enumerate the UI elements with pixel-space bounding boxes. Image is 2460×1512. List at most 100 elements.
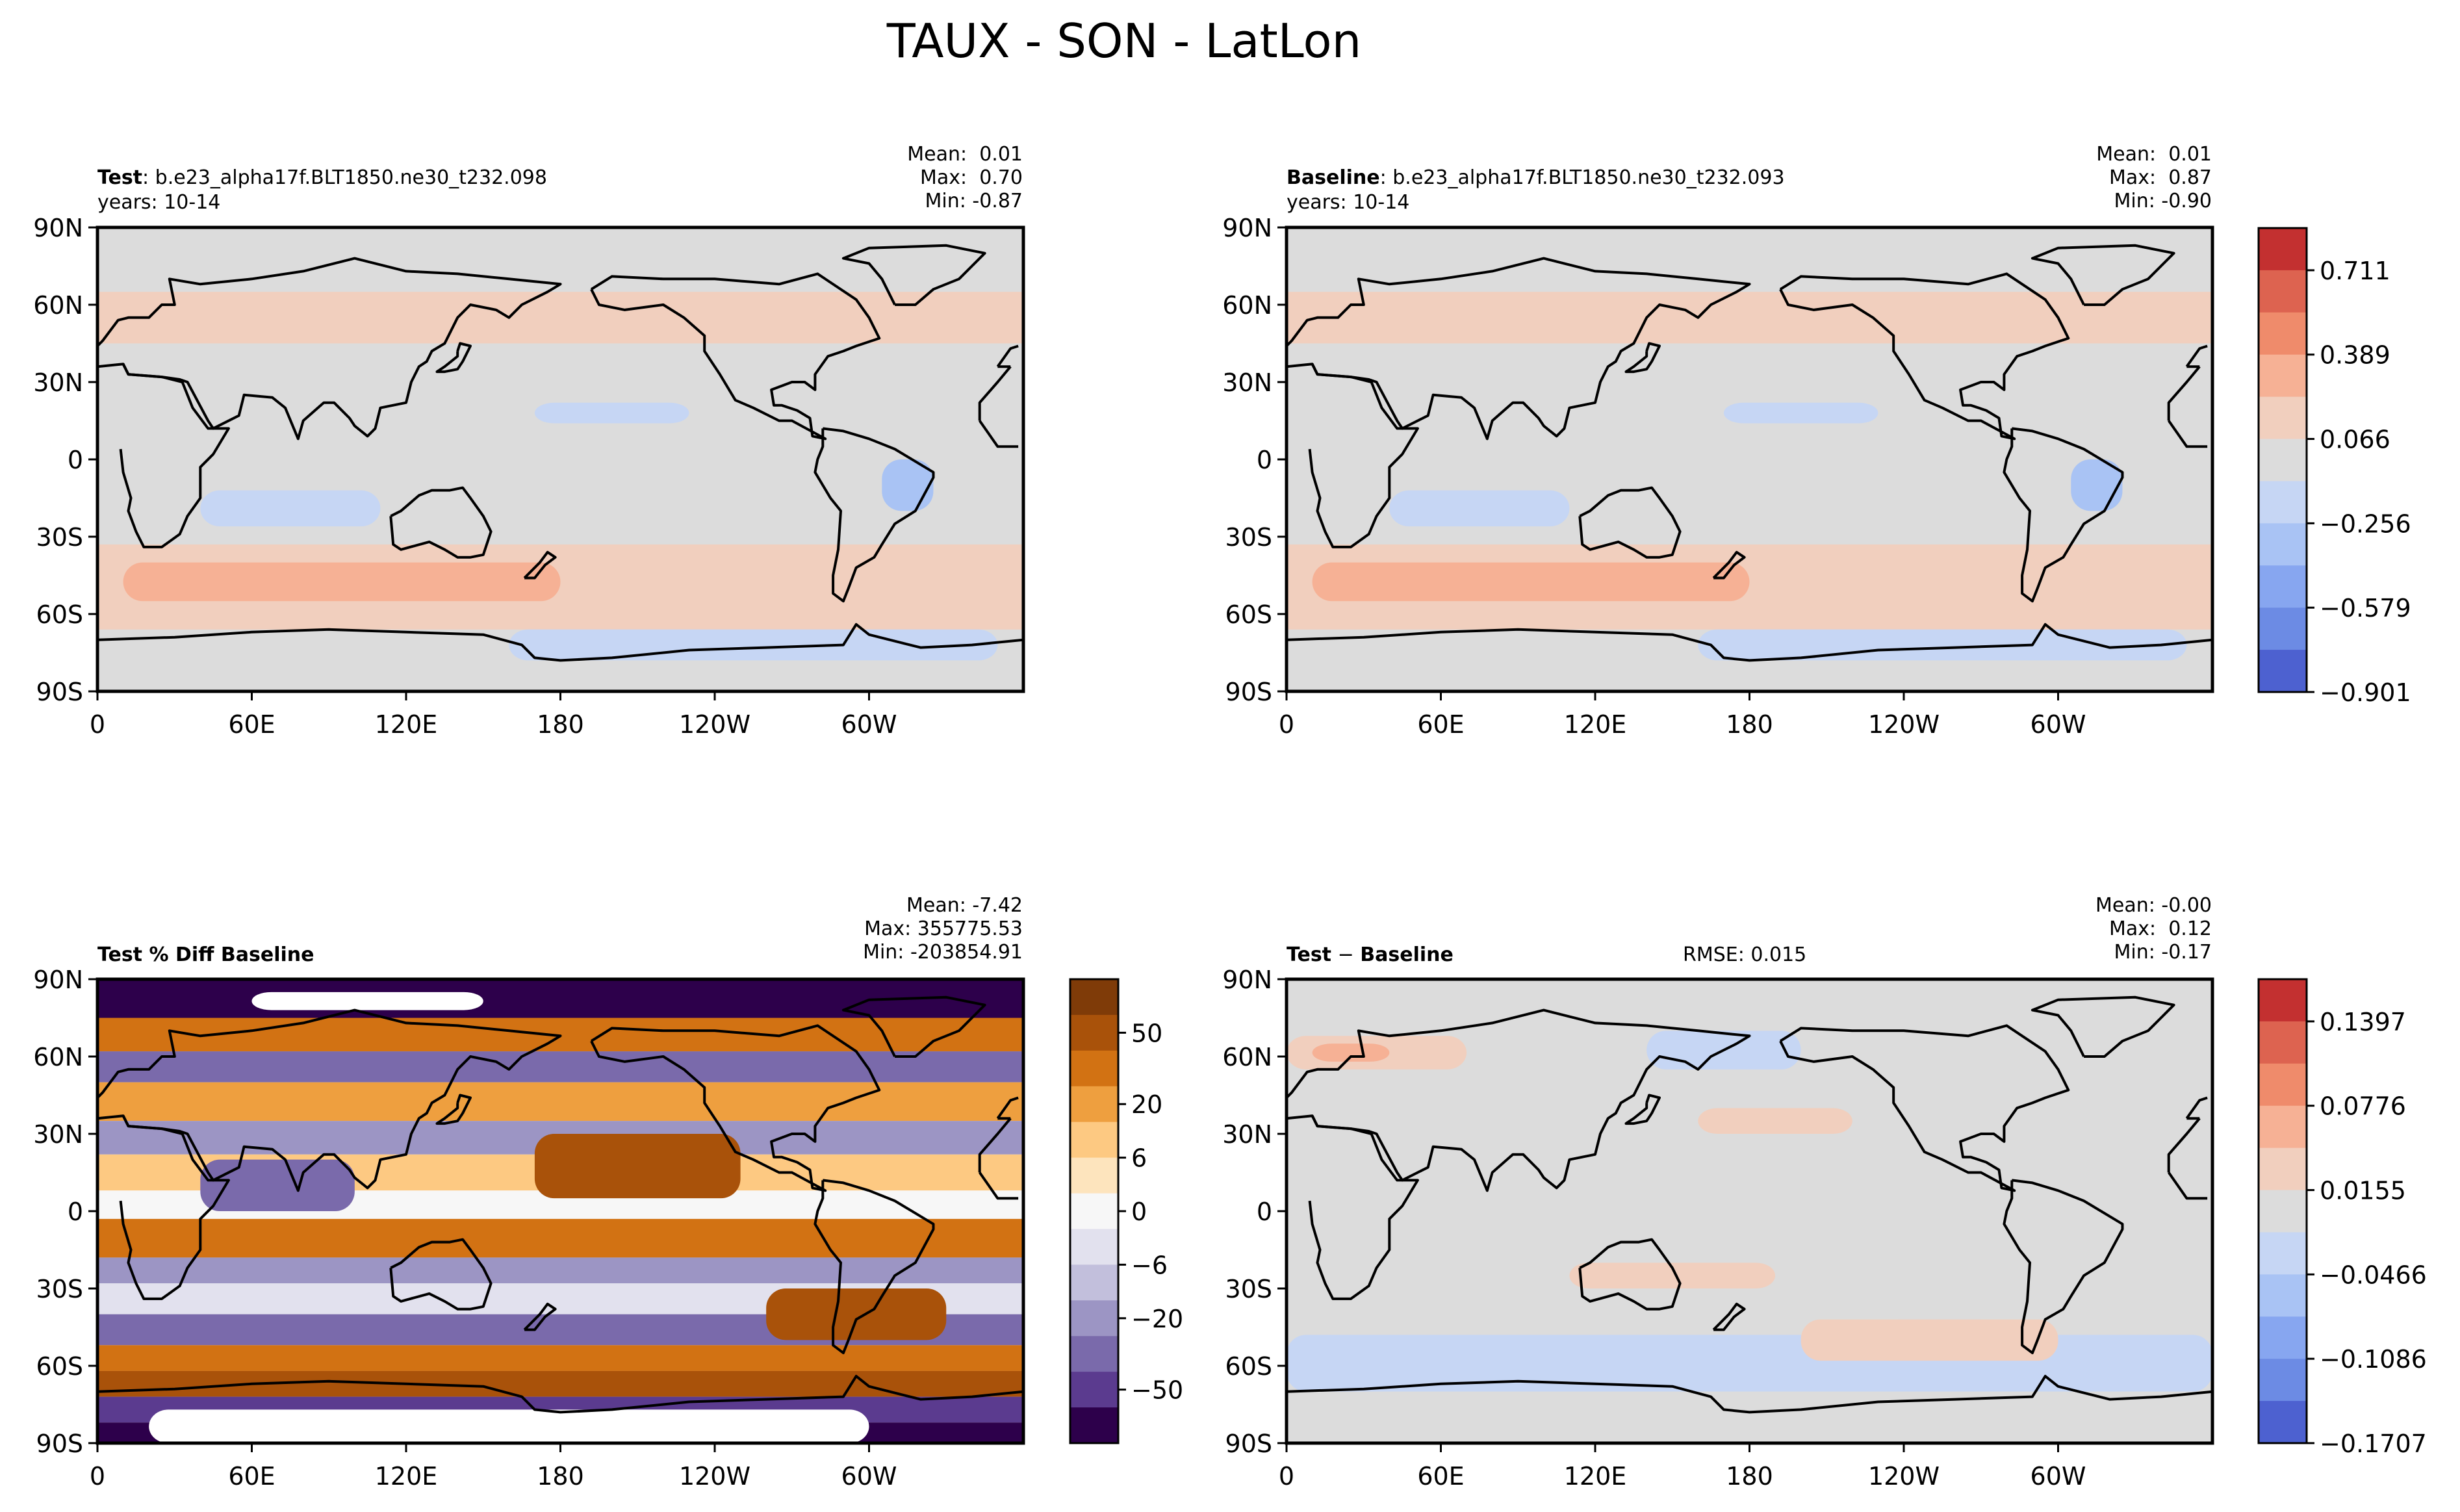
diff-coastline xyxy=(1779,1024,2070,1192)
pctdiff-coastline xyxy=(978,1117,1012,1173)
diff-coastline xyxy=(2003,1179,2124,1355)
test-field-band xyxy=(534,402,689,424)
main-colorbar-swatch xyxy=(2259,608,2307,650)
pct-colorbar: 50 20 6 0 −6 −20 −50 xyxy=(1069,978,1183,1444)
main-colorbar-swatch xyxy=(2259,228,2307,271)
diff-coastline xyxy=(2185,1096,2208,1120)
baseline-coastline xyxy=(1779,272,2070,441)
diff-colorbar-tick-label: 0.0776 xyxy=(2320,1092,2406,1121)
baseline-field-band xyxy=(1698,629,2187,661)
baseline-lat-tick-label: 0 xyxy=(1257,446,1272,474)
pctdiff-coastline xyxy=(119,1115,230,1300)
baseline-lat-tick-label: 90N xyxy=(1222,214,1272,242)
pct-colorbar-tick-label: 0 xyxy=(1131,1198,1147,1226)
pctdiff-lat-tick-label: 90S xyxy=(36,1429,83,1458)
diff-title-sep: − xyxy=(1331,943,1361,966)
baseline-title-bold: Baseline xyxy=(1287,166,1380,189)
pct-colorbar-swatch xyxy=(1070,1014,1118,1051)
baseline-map-content xyxy=(1287,227,2212,691)
diff-colorbar-swatch xyxy=(2259,1190,2307,1233)
test-lat-tick-label: 0 xyxy=(68,446,83,474)
pctdiff-lon-tick-label: 0 xyxy=(90,1462,105,1491)
baseline-coastline xyxy=(2003,427,2124,603)
diff-lon-tick-label: 0 xyxy=(1279,1462,1294,1491)
diff-colorbar-swatch xyxy=(2259,1359,2307,1402)
test-coastline xyxy=(389,486,493,559)
pctdiff-lat-tick-label: 60N xyxy=(33,1043,83,1071)
baseline-stats: Mean: 0.01 Max: 0.87 Min: -0.90 xyxy=(2096,143,2212,213)
baseline-field-band xyxy=(1312,562,1750,602)
baseline-lon-tick-label: 60E xyxy=(1417,710,1464,739)
main-colorbar-swatch xyxy=(2259,396,2307,440)
pct-colorbar-tick-label: −50 xyxy=(1131,1376,1183,1405)
figure-title: TAUX - SON - LatLon xyxy=(886,14,1362,68)
test-field-band xyxy=(123,562,561,602)
diff-colorbar-tick-label: 0.0155 xyxy=(2320,1177,2406,1205)
test-lon-tick-label: 0 xyxy=(90,710,105,739)
baseline-coastline xyxy=(2031,244,2175,306)
test-coastline xyxy=(814,427,935,603)
pct-colorbar-swatch xyxy=(1070,1336,1118,1372)
test-coastline xyxy=(435,342,472,374)
diff-stat-min: Min: -0.17 xyxy=(2114,941,2212,964)
main-colorbar-tick-label: −0.579 xyxy=(2320,594,2411,622)
test-lat-tick-label: 30S xyxy=(36,523,83,552)
diff-field-band xyxy=(1698,1108,1852,1134)
diff-colorbar-tick-label: 0.1397 xyxy=(2320,1008,2406,1036)
baseline-stat-min: Min: -0.90 xyxy=(2114,190,2212,212)
main-colorbar-swatch xyxy=(2259,312,2307,355)
diff-lat-tick-label: 90N xyxy=(1222,966,1272,994)
pctdiff-field-band xyxy=(534,1134,741,1199)
test-coastline xyxy=(97,257,562,441)
baseline-coastline xyxy=(1624,342,1661,374)
pctdiff-title-bold: Test % Diff Baseline xyxy=(97,943,314,966)
baseline-field-band xyxy=(1287,292,2212,344)
diff-colorbar-swatch xyxy=(2259,1401,2307,1444)
main-colorbar-tick-label: 0.066 xyxy=(2320,426,2390,454)
test-field-band xyxy=(509,629,998,661)
baseline-lon-tick-label: 60W xyxy=(2031,710,2086,739)
main-colorbar-tick-label: 0.389 xyxy=(2320,341,2390,370)
baseline-coastline xyxy=(1578,486,1682,559)
test-lon-tick-label: 60W xyxy=(841,710,897,739)
pctdiff-map: 0 60E 120E 180 120W 60W 90N 60N 30N 0 30S 60S 90S xyxy=(33,966,1025,1491)
diff-lat-tick-label: 90S xyxy=(1225,1429,1272,1458)
diff-colorbar-tick-label: −0.1707 xyxy=(2320,1429,2427,1458)
pctdiff-lat-tick-label: 30N xyxy=(33,1120,83,1149)
baseline-stat-mean: Mean: 0.01 xyxy=(2096,143,2212,166)
diff-colorbar-tick-label: −0.0466 xyxy=(2320,1261,2427,1289)
baseline-lon-tick-label: 120E xyxy=(1564,710,1627,739)
test-coastline xyxy=(590,272,881,441)
baseline-field-band xyxy=(1723,402,1878,424)
diff-field-band xyxy=(1312,1044,1390,1062)
diff-title: Test − Baseline xyxy=(1287,943,1454,967)
baseline-coastline xyxy=(1287,622,2212,662)
main-colorbar-swatch xyxy=(2259,439,2307,481)
baseline-map: 0 60E 120E 180 120W 60W 90N 60N 30N 0 30S 60S 90S xyxy=(1222,214,2214,739)
diff-colorbar-swatch xyxy=(2259,1147,2307,1191)
test-stats: Mean: 0.01 Max: 0.70 Min: -0.87 xyxy=(907,143,1023,213)
diff-lat-tick-label: 60N xyxy=(1222,1043,1272,1071)
diff-coastline xyxy=(1287,1008,1751,1192)
baseline-lon-tick-label: 180 xyxy=(1726,710,1773,739)
pctdiff-field-band xyxy=(251,992,483,1010)
pctdiff-stat-max: Max: 355775.53 xyxy=(864,917,1023,940)
diff-colorbar-swatch xyxy=(2259,979,2307,1022)
baseline-field-band xyxy=(2071,459,2123,511)
pct-colorbar-swatch xyxy=(1070,1121,1118,1159)
pctdiff-map-content xyxy=(97,979,1023,1443)
main-colorbar-tick-label: −0.256 xyxy=(2320,509,2411,538)
pct-colorbar-tick-label: 6 xyxy=(1131,1144,1147,1173)
diff-colorbar-swatch xyxy=(2259,1232,2307,1275)
main-colorbar: 0.711 0.389 0.066 −0.256 −0.579 −0.901 xyxy=(2257,227,2411,707)
diff-coastline xyxy=(1712,1302,1746,1331)
pctdiff-lat-tick-label: 90N xyxy=(33,966,83,994)
diff-coastline xyxy=(2168,1172,2208,1200)
test-lon-tick-label: 180 xyxy=(537,710,584,739)
test-lon-tick-label: 120W xyxy=(679,710,750,739)
pctdiff-coastline xyxy=(814,1179,935,1355)
test-title: Test: b.e23_alpha17f.BLT1850.ne30_t232.0… xyxy=(97,166,547,190)
baseline-coastline xyxy=(1712,550,1746,580)
test-coastline xyxy=(996,344,1019,368)
test-field-band xyxy=(200,490,381,527)
